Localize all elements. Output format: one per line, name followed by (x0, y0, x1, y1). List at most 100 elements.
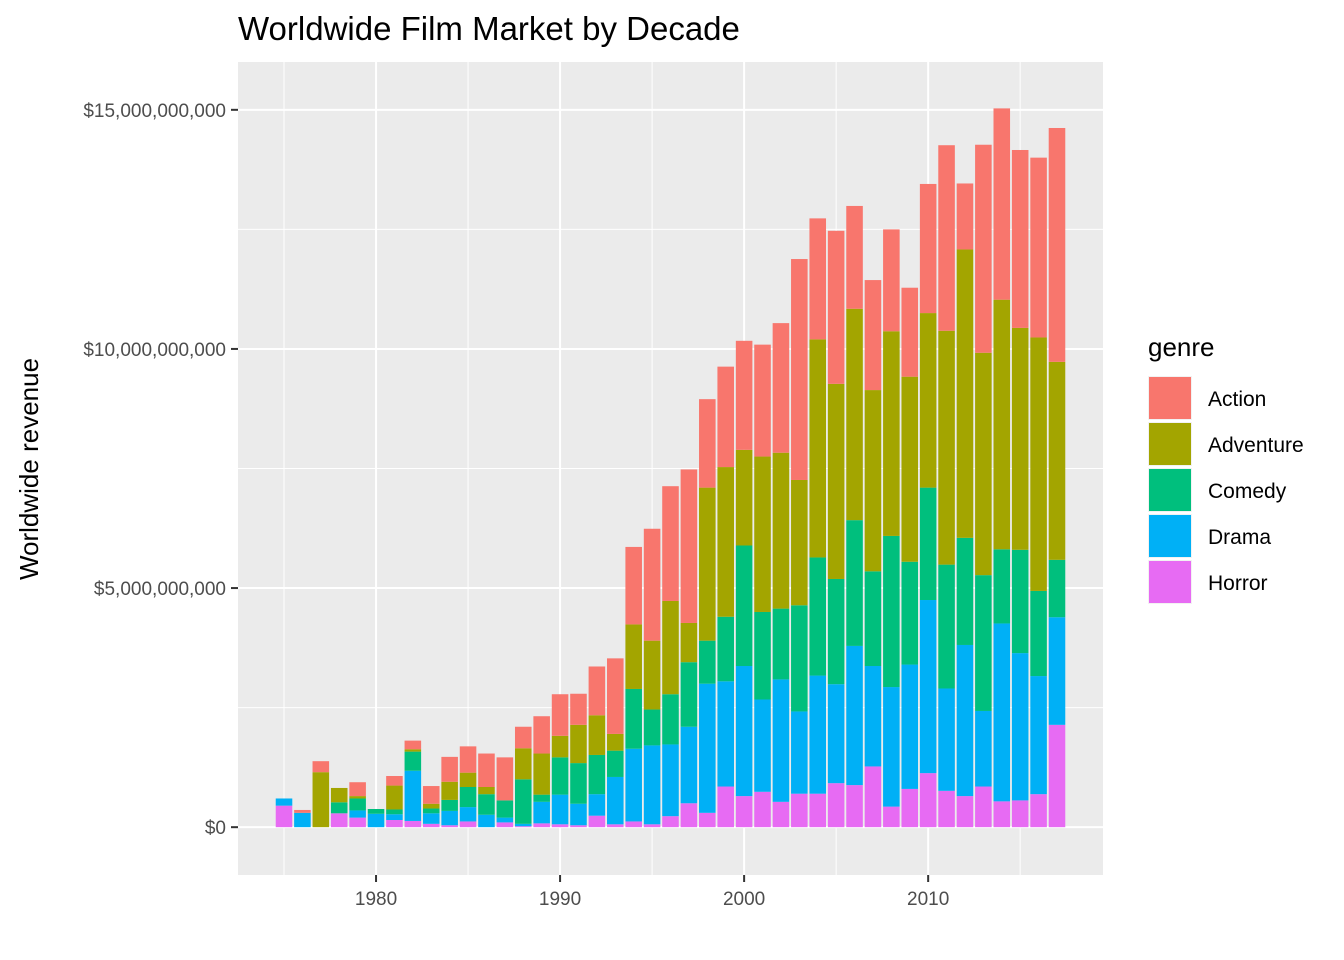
bar-drama-2017 (1048, 617, 1066, 725)
bar-comedy-1999 (717, 616, 734, 682)
bar-comedy-1987 (496, 800, 514, 818)
bar-comedy-1984 (441, 799, 458, 811)
bar-action-1986 (478, 753, 495, 788)
bar-adventure-2006 (846, 308, 863, 521)
bar-horror-2005 (827, 783, 845, 828)
bar-comedy-2000 (735, 545, 753, 667)
bar-adventure-2015 (1011, 327, 1029, 550)
y-tick-label: $0 (205, 818, 226, 839)
bar-horror-1975 (275, 805, 293, 828)
bar-drama-1976 (294, 812, 311, 828)
bar-comedy-1982 (404, 751, 422, 771)
bar-drama-1979 (349, 810, 366, 818)
bar-drama-1996 (662, 744, 679, 817)
bar-comedy-2011 (938, 564, 955, 689)
bar-adventure-2014 (993, 299, 1011, 550)
bar-horror-1983 (422, 823, 440, 828)
axes: 1980 1990 2000 2010 $0 $5,000,000,000 $10,000,… (83, 101, 949, 910)
y-axis-title: Worldwide revenue (14, 358, 44, 580)
bar-horror-1989 (533, 823, 550, 828)
bar-adventure-1977 (312, 772, 330, 828)
bar-drama-2015 (1011, 653, 1029, 801)
legend-label-horror: Horror (1208, 572, 1268, 595)
bar-action-2003 (791, 259, 808, 480)
bar-comedy-2009 (901, 561, 919, 665)
bar-horror-2009 (901, 788, 919, 828)
bar-comedy-2001 (754, 611, 771, 700)
bar-horror-2017 (1048, 724, 1066, 828)
bar-comedy-1988 (514, 779, 532, 824)
bar-comedy-1997 (680, 662, 698, 727)
bar-comedy-1985 (459, 787, 477, 808)
bar-drama-1999 (717, 681, 734, 787)
bar-comedy-2005 (827, 578, 845, 685)
bar-action-1990 (551, 694, 569, 736)
bar-drama-1994 (625, 748, 642, 822)
bar-drama-1983 (422, 813, 440, 824)
bar-horror-2016 (1030, 794, 1047, 828)
bar-action-1994 (625, 546, 642, 625)
bar-drama-1986 (478, 814, 495, 828)
bar-adventure-1988 (514, 748, 532, 780)
bar-horror-2004 (809, 793, 827, 828)
bar-adventure-2017 (1048, 361, 1066, 560)
y-tick-label: $15,000,000,000 (83, 101, 226, 122)
bar-drama-1988 (514, 823, 532, 827)
bar-adventure-1998 (699, 487, 716, 641)
bar-adventure-2001 (754, 456, 771, 612)
bar-comedy-1980 (367, 809, 385, 814)
bar-action-1997 (680, 469, 698, 623)
bar-drama-2013 (975, 710, 992, 787)
bar-action-2015 (1011, 149, 1029, 328)
bar-adventure-2013 (975, 352, 992, 576)
bar-action-2010 (919, 183, 937, 314)
bar-horror-1999 (717, 786, 734, 828)
legend-title: genre (1148, 332, 1215, 362)
bar-horror-1978 (330, 813, 348, 828)
bar-adventure-1996 (662, 600, 679, 695)
bar-action-1999 (717, 366, 734, 468)
bar-drama-1993 (607, 776, 624, 825)
bar-adventure-1991 (570, 724, 587, 764)
bar-horror-2014 (993, 801, 1011, 828)
bar-adventure-2012 (956, 249, 974, 538)
y-tick-label: $10,000,000,000 (83, 340, 226, 361)
bar-action-1981 (386, 776, 403, 786)
bar-comedy-2003 (791, 605, 808, 712)
legend-label-comedy: Comedy (1208, 480, 1287, 503)
bar-drama-1991 (570, 803, 587, 826)
legend-swatch-action (1149, 377, 1191, 419)
bar-horror-1994 (625, 821, 642, 828)
bar-comedy-2010 (919, 487, 937, 601)
bar-adventure-1994 (625, 624, 642, 689)
bar-comedy-2008 (883, 535, 900, 688)
bar-comedy-1992 (588, 754, 606, 795)
bar-comedy-2006 (846, 520, 863, 646)
bar-comedy-1986 (478, 794, 495, 815)
bar-action-1989 (533, 716, 550, 754)
bar-drama-2012 (956, 644, 974, 797)
bar-action-1976 (294, 809, 311, 813)
bar-horror-1995 (643, 824, 661, 828)
bar-horror-1998 (699, 812, 716, 828)
bar-horror-1981 (386, 820, 403, 828)
bar-action-2014 (993, 108, 1011, 300)
bar-drama-1989 (533, 801, 550, 824)
bar-adventure-1983 (422, 803, 440, 809)
bar-adventure-2009 (901, 376, 919, 562)
x-tick-label: 2000 (723, 889, 765, 910)
bar-action-1998 (699, 399, 716, 488)
bar-horror-1982 (404, 820, 422, 828)
bar-action-2004 (809, 218, 827, 340)
bar-drama-1981 (386, 814, 403, 821)
bar-adventure-1986 (478, 787, 495, 795)
y-tick-label: $5,000,000,000 (94, 579, 226, 600)
bar-horror-2003 (791, 793, 808, 828)
bar-horror-1993 (607, 824, 624, 828)
legend-label-adventure: Adventure (1208, 434, 1304, 457)
bar-horror-2012 (956, 796, 974, 828)
bar-adventure-1990 (551, 735, 569, 758)
bar-adventure-1993 (607, 733, 624, 751)
bar-action-1996 (662, 486, 679, 601)
